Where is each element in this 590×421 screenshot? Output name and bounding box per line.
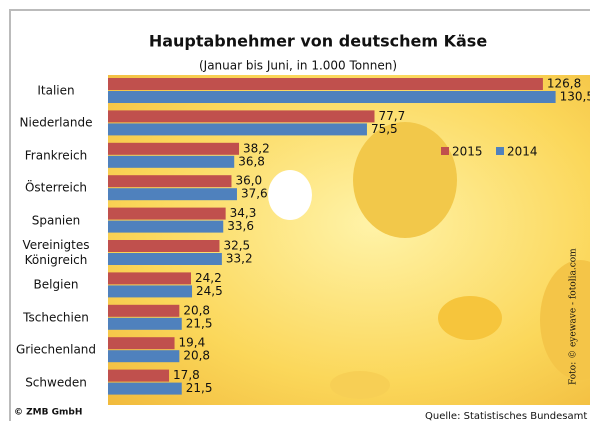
bar — [108, 383, 182, 395]
chart-subtitle: (Januar bis Juni, in 1.000 Tonnen) — [199, 59, 397, 73]
value-label: 36,0 — [235, 174, 262, 188]
legend-swatch — [441, 147, 449, 155]
bar — [108, 221, 223, 233]
hole — [330, 371, 390, 399]
bar — [108, 285, 192, 297]
category-label: Österreich — [4, 181, 108, 196]
value-label: 36,8 — [238, 154, 265, 168]
value-label: 32,5 — [223, 239, 250, 253]
value-label: 19,4 — [179, 336, 206, 350]
bar — [108, 208, 226, 220]
hole — [438, 296, 502, 340]
category-label: Schweden — [4, 375, 108, 390]
bar — [108, 318, 182, 330]
footer: © ZMB GmbH — [14, 408, 82, 418]
value-label: 33,6 — [227, 219, 254, 233]
bar — [108, 337, 175, 349]
bar — [108, 188, 237, 200]
bar — [108, 123, 367, 135]
value-label: 34,3 — [230, 206, 257, 220]
bar — [108, 91, 556, 103]
value-label: 20,8 — [183, 303, 210, 317]
bar — [108, 110, 375, 122]
chart-page: Hauptabnehmer von deutschem Käse (Januar… — [0, 0, 590, 421]
source: Quelle: Statistisches Bundesamt — [425, 411, 587, 421]
bar — [108, 305, 179, 317]
category-label: Griechenland — [4, 343, 108, 358]
value-label: 38,2 — [243, 141, 270, 155]
category-label: Belgien — [4, 278, 108, 293]
value-label: 20,8 — [183, 349, 210, 363]
value-label: 17,8 — [173, 368, 200, 382]
chart-title: Hauptabnehmer von deutschem Käse — [149, 32, 487, 51]
chart: Hauptabnehmer von deutschem Käse (Januar… — [0, 0, 590, 421]
photo-credit: Foto: © eyewave - fotolia.com — [569, 248, 579, 385]
bar — [108, 253, 222, 265]
bar — [108, 350, 179, 362]
hole — [353, 122, 457, 238]
category-label: Italien — [4, 84, 108, 99]
value-label: 33,2 — [226, 252, 253, 266]
legend-swatch — [496, 147, 504, 155]
legend-label: 2015 — [452, 145, 483, 159]
bar — [108, 240, 219, 252]
category-label: Frankreich — [4, 148, 108, 163]
category-label: Vereinigtes Königreich — [4, 238, 108, 268]
value-label: 37,6 — [241, 187, 268, 201]
value-label: 21,5 — [186, 381, 213, 395]
value-label: 21,5 — [186, 316, 213, 330]
value-label: 24,2 — [195, 271, 222, 285]
bar — [108, 156, 234, 168]
category-label: Spanien — [4, 213, 108, 228]
value-label: 126,8 — [547, 77, 581, 91]
bar — [108, 143, 239, 155]
bar — [108, 272, 191, 284]
value-label: 75,5 — [371, 122, 398, 136]
bar — [108, 370, 169, 382]
value-label: 24,5 — [196, 284, 223, 298]
legend-label: 2014 — [507, 145, 538, 159]
category-label: Tschechien — [4, 310, 108, 325]
bar — [108, 175, 231, 187]
category-label: Niederlande — [4, 116, 108, 131]
value-label: 130,5 — [560, 90, 590, 104]
value-label: 77,7 — [379, 109, 406, 123]
bar — [108, 78, 543, 90]
hole — [268, 170, 312, 220]
